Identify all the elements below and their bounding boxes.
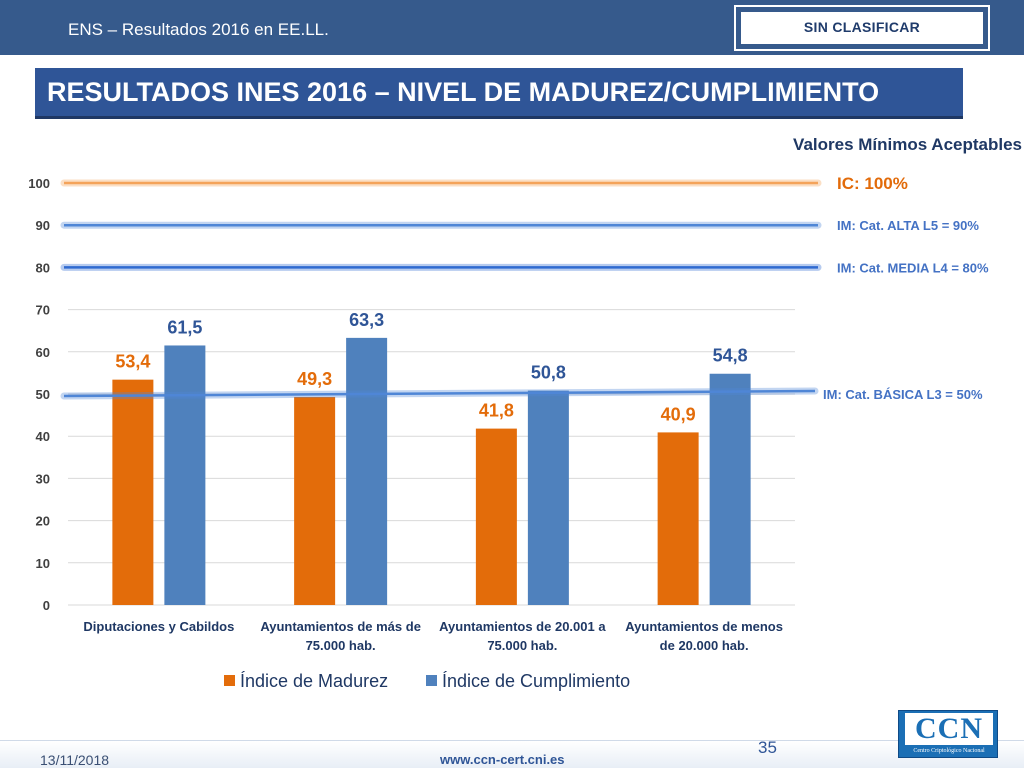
data-label: 40,9 [661,404,696,424]
y-tick-label: 90 [36,218,50,233]
ccn-logo-letters: CCN [905,713,993,745]
reference-line-label: IM: Cat. MEDIA L4 = 80% [837,260,989,275]
y-tick-label: 20 [36,514,50,529]
bar [527,390,569,605]
bar [112,379,154,605]
ccn-logo: CCN Centro Criptológico Nacional [898,710,998,758]
x-tick-label: Ayuntamientos de 20.001 a [439,619,606,634]
reference-line [63,389,816,398]
x-tick-label: 75.000 hab. [487,638,557,653]
legend-swatch [224,675,235,686]
bar [657,432,699,605]
bar [709,373,751,605]
y-tick-label: 80 [36,260,50,275]
reference-line-label: IM: Cat. ALTA L5 = 90% [837,218,979,233]
bar [164,345,206,605]
classification-badge-inner: SIN CLASIFICAR [740,11,984,45]
ccn-logo-caption: Centro Criptológico Nacional [913,748,985,754]
y-tick-label: 30 [36,471,50,486]
x-tick-label: de 20.000 hab. [660,638,749,653]
classification-badge: SIN CLASIFICAR [734,5,990,51]
classification-label: SIN CLASIFICAR [803,19,921,35]
x-tick-label: Diputaciones y Cabildos [83,619,234,634]
slide-title: RESULTADOS INES 2016 – NIVEL DE MADUREZ/… [35,68,963,119]
reference-line-label: IC: 100% [837,174,908,193]
data-label: 41,8 [479,401,514,421]
y-tick-label: 40 [36,429,50,444]
page-number: 35 [758,738,777,757]
x-tick-label: Ayuntamientos de menos [625,619,783,634]
reference-line-label: IM: Cat. BÁSICA L3 = 50% [823,387,983,402]
data-label: 53,4 [115,352,150,372]
legend-label: Índice de Madurez [240,671,388,691]
data-label: 63,3 [349,310,384,330]
header-bar: ENS – Resultados 2016 en EE.LL. SIN CLAS… [0,0,1024,55]
x-tick-label: Ayuntamientos de más de [260,619,421,634]
footer-date: 13/11/2018 [40,752,110,768]
data-label: 49,3 [297,369,332,389]
deck-title: ENS – Resultados 2016 en EE.LL. [68,20,329,39]
y-tick-label: 70 [36,303,50,318]
legend-swatch [426,675,437,686]
data-label: 50,8 [531,363,566,383]
y-tick-label: 50 [36,387,50,402]
footer-bar [0,740,1024,768]
reference-panel-title: Valores Mínimos Aceptables [793,135,1022,154]
legend-label: Índice de Cumplimiento [442,671,630,691]
bar [294,396,336,605]
x-tick-label: 75.000 hab. [306,638,376,653]
footer-url[interactable]: www.ccn-cert.cni.es [440,752,565,767]
maturity-compliance-chart: 0 10 20 30 40 50 60 70 80 90 100 53,4 49,3 41,8 40,9 61… [28,174,989,691]
bar [475,428,517,605]
y-tick-label: 100 [28,176,50,191]
y-tick-label: 10 [36,556,50,571]
y-tick-label: 0 [43,598,50,613]
data-label: 61,5 [167,317,202,337]
bar [346,337,388,605]
y-tick-label: 60 [36,345,50,360]
data-label: 54,8 [713,346,748,366]
